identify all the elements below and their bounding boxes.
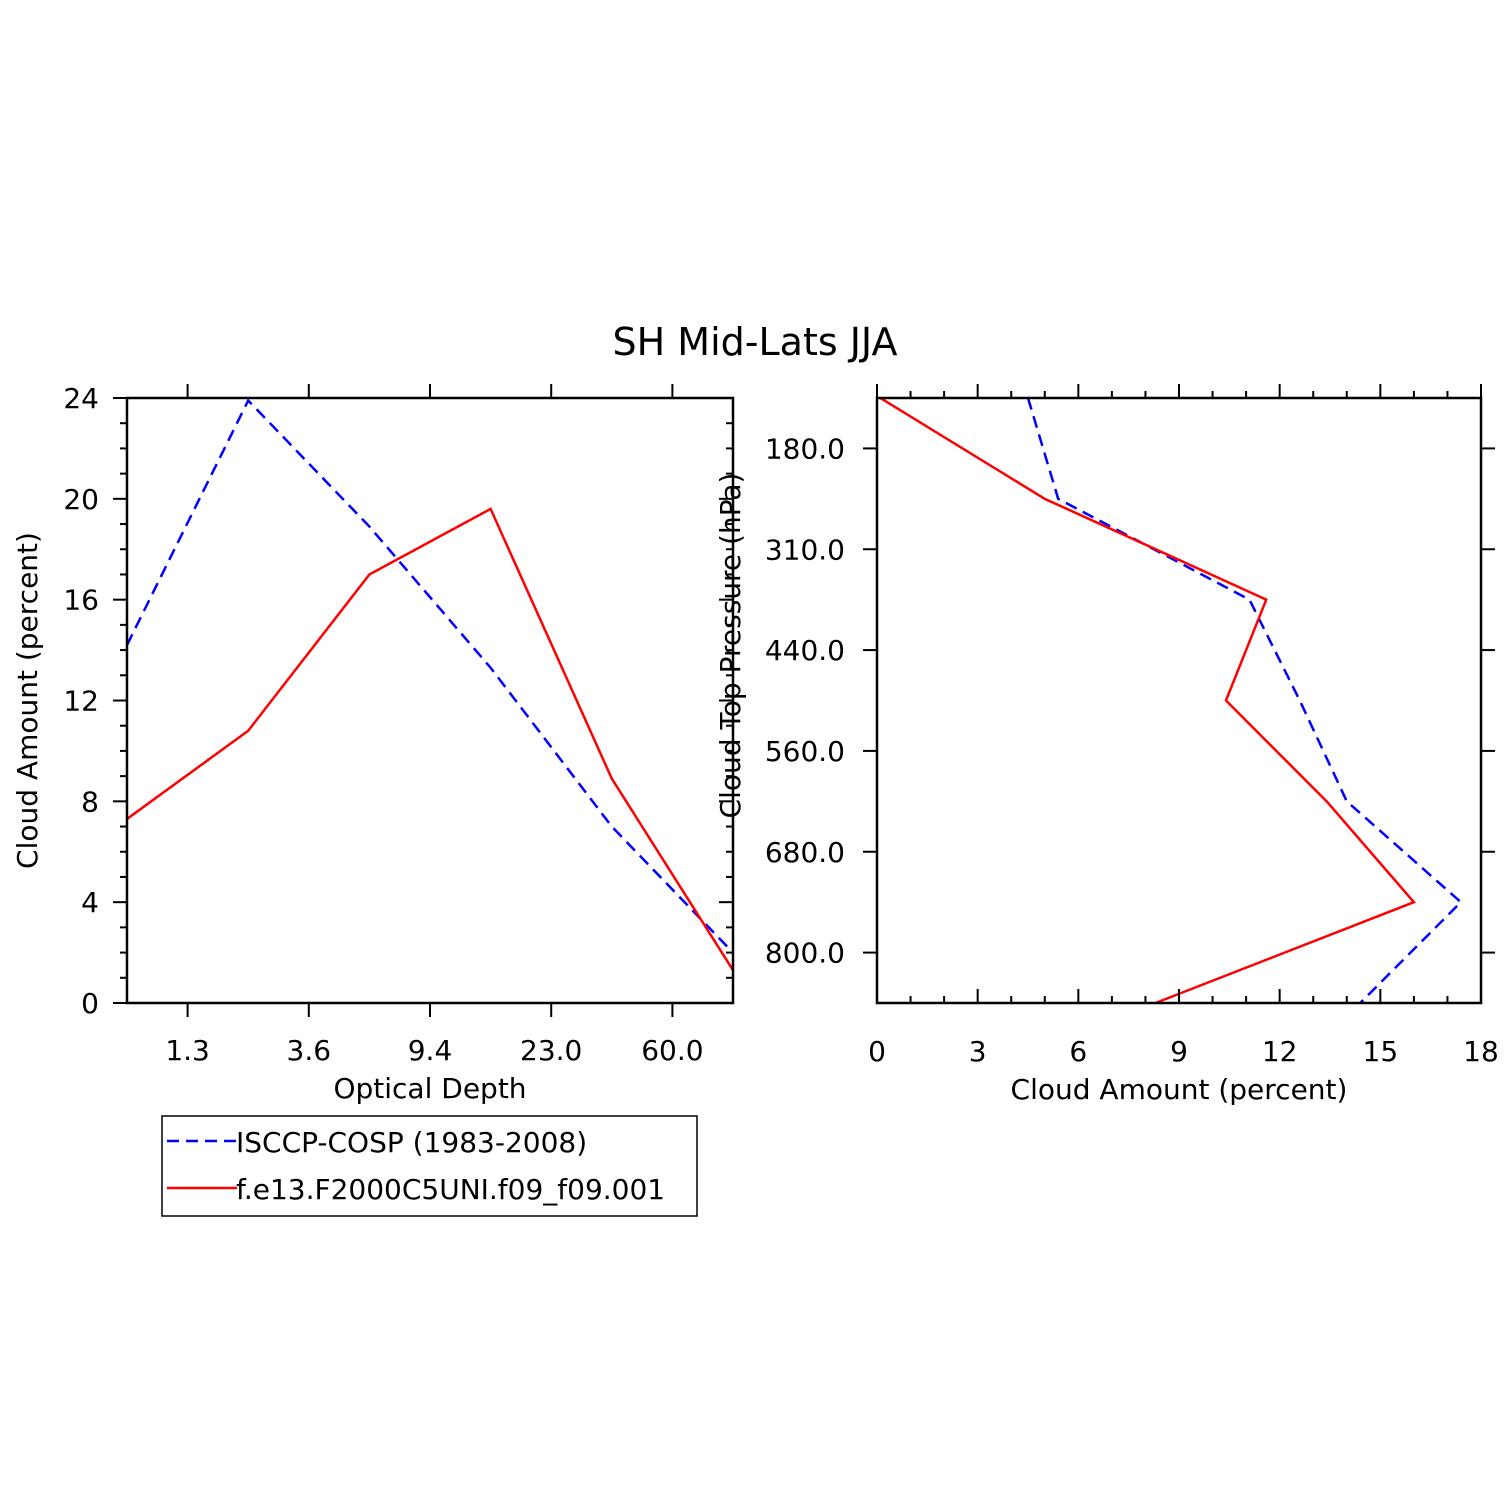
series-line-1 [126, 507, 735, 971]
y-tick-label: 8 [81, 785, 99, 818]
series-line-0 [125, 398, 734, 954]
x-tick-label: 12 [1262, 1035, 1298, 1068]
y-tick-label: 4 [81, 886, 99, 919]
y-axis-label: Cloud Top Pressure (hPa) [714, 473, 747, 819]
x-axis-label: Optical Depth [333, 1072, 526, 1105]
x-tick-label: 9.4 [408, 1034, 453, 1067]
y-tick-label: 20 [63, 483, 99, 516]
y-tick-label: 180.0 [765, 432, 845, 465]
figure-title: SH Mid-Lats JJA [613, 320, 898, 364]
series-line-1 [879, 396, 1416, 1005]
x-tick-label: 0 [868, 1035, 886, 1068]
y-axis-label: Cloud Amount (percent) [11, 532, 44, 869]
y-tick-label: 0 [81, 987, 99, 1020]
legend: ISCCP-COSP (1983-2008) f.e13.F2000C5UNI.… [161, 1115, 698, 1217]
x-tick-label: 6 [1069, 1035, 1087, 1068]
legend-box [161, 1115, 698, 1217]
y-tick-label: 16 [63, 584, 99, 617]
x-tick-label: 3 [969, 1035, 987, 1068]
optical-depth-panel: 0 4 8 12 16 20 24 1.3 3.6 9.4 23.0 60.0 Optical Dept… [11, 382, 735, 1105]
x-tick-label: 23.0 [520, 1034, 582, 1067]
x-tick-label: 18 [1463, 1035, 1499, 1068]
plot-frame [125, 396, 735, 1005]
y-tick-label: 680.0 [765, 836, 845, 869]
x-tick-label: 60.0 [641, 1034, 703, 1067]
x-tick-label: 15 [1363, 1035, 1399, 1068]
pressure-panel: 0 3 6 9 12 15 18 180.0 310.0 440.0 560.0 680.0 800.0… [714, 384, 1499, 1106]
y-tick-label: 440.0 [765, 634, 845, 667]
y-tick-label: 310.0 [765, 533, 845, 566]
y-tick-label: 800.0 [765, 937, 845, 970]
x-tick-label: 9 [1170, 1035, 1188, 1068]
x-axis-label: Cloud Amount (percent) [1011, 1073, 1348, 1106]
legend-label-model: f.e13.F2000C5UNI.f09_f09.001 [236, 1173, 665, 1206]
x-tick-label: 1.3 [165, 1034, 210, 1067]
y-tick-label: 12 [63, 685, 99, 718]
legend-label-obs: ISCCP-COSP (1983-2008) [236, 1126, 587, 1159]
x-tick-label: 3.6 [287, 1034, 332, 1067]
y-tick-label: 24 [63, 382, 99, 415]
y-tick-label: 560.0 [765, 735, 845, 768]
series-line-0 [1026, 397, 1463, 1004]
